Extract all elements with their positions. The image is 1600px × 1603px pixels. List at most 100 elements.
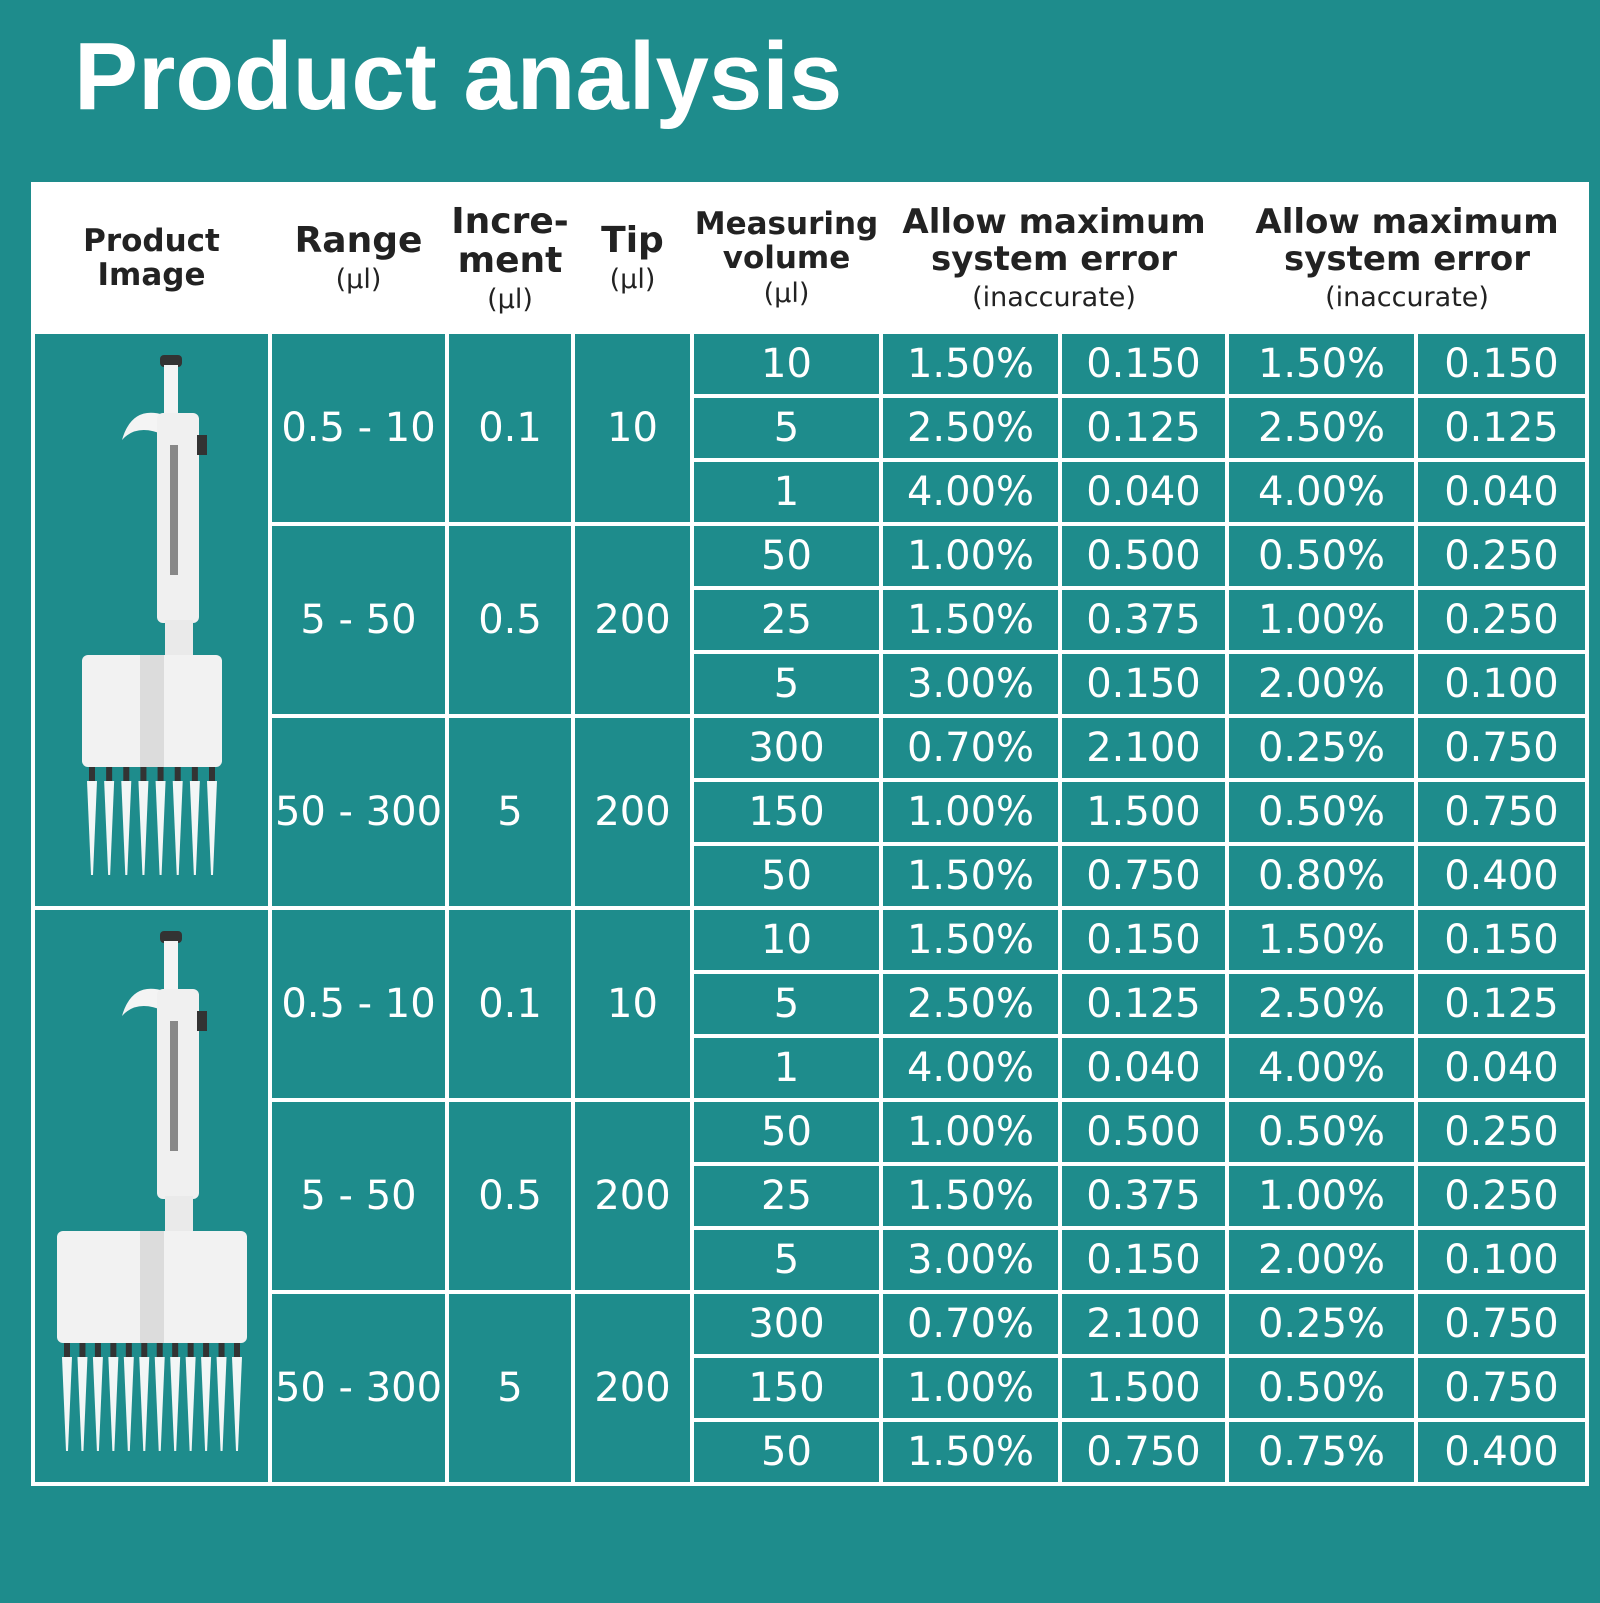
error-cell: 2.50% [1225,394,1418,462]
range-cell: 50 - 300 [268,714,449,910]
increment-cell: 0.1 [445,330,575,526]
table-row: 5 3.00% 0.150 2.00% 0.100 [33,650,1589,718]
pipette-image [81,355,222,875]
volume-cell: 300 [690,714,883,782]
column-header: Incre- ment (μl) [445,182,575,334]
error-cell: 0.750 [1058,842,1229,910]
error-cell: 0.150 [1414,330,1589,398]
header-row: Product Image Range (μl) Incre- ment (μl) Tip… [31,182,1589,334]
range-cell: 0.5 - 10 [268,906,449,1102]
error-cell: 0.70% [879,1290,1062,1358]
error-cell: 0.375 [1058,1162,1229,1230]
table-row: 50 - 300 5 200 300 0.70% 2.100 0.25% 0.750 [33,1290,1589,1486]
table-row: 5 2.50% 0.125 2.50% 0.125 [33,394,1589,462]
range-cell: 5 - 50 [268,1098,449,1294]
error-cell: 0.25% [1225,714,1418,782]
header-unit: (μl) [335,263,382,295]
error-cell: 0.75% [1225,1418,1418,1486]
error-cell: 1.50% [879,1418,1062,1486]
error-cell: 0.25% [1225,1290,1418,1358]
range-cell: 5 - 50 [268,522,449,718]
column-header: Range (μl) [268,182,449,334]
table-row: 0.5 - 10 0.1 10 10 1.50% 0.150 1.50% 0.150 [31,906,1589,1486]
error-cell: 3.00% [879,650,1062,718]
spec-table: Product Image Range (μl) Incre- ment (μl) Tip… [31,182,1589,1486]
tip-cell: 200 [571,522,694,718]
table-row: 150 1.00% 1.500 0.50% 0.750 [33,1354,1589,1422]
table-row: 150 1.00% 1.500 0.50% 0.750 [33,778,1589,846]
volume-cell: 50 [690,1098,883,1166]
range-cell: 0.5 - 10 [268,330,449,526]
increment-cell: 0.5 [445,522,575,718]
error-cell: 4.00% [1225,1034,1418,1102]
error-cell: 0.750 [1414,714,1589,782]
volume-cell: 5 [690,650,883,718]
error-cell: 2.00% [1225,650,1418,718]
error-cell: 0.750 [1058,1418,1229,1486]
volume-cell: 1 [690,458,883,526]
table-row: 50 1.50% 0.750 0.80% 0.400 [33,842,1589,910]
volume-cell: 300 [690,1290,883,1358]
error-cell: 0.50% [1225,1354,1418,1422]
error-cell: 2.100 [1058,714,1229,782]
error-cell: 0.125 [1058,394,1229,462]
tip-cell: 200 [571,714,694,910]
table-row: 1 4.00% 0.040 4.00% 0.040 [33,458,1589,526]
increment-cell: 0.5 [445,1098,575,1294]
error-cell: 1.500 [1058,1354,1229,1422]
error-cell: 2.50% [1225,970,1418,1038]
table-row: 5 2.50% 0.125 2.50% 0.125 [33,970,1589,1038]
error-cell: 0.040 [1414,1034,1589,1102]
increment-cell: 0.1 [445,906,575,1102]
tip-cell: 200 [571,1290,694,1486]
tip-cell: 10 [571,330,694,526]
error-cell: 1.00% [879,778,1062,846]
increment-cell: 5 [445,1290,575,1486]
error-cell: 0.125 [1414,970,1589,1038]
error-cell: 0.040 [1058,1034,1229,1102]
header-unit: (inaccurate) [1325,281,1489,313]
error-cell: 0.040 [1058,458,1229,526]
table-body: 0.5 - 10 0.1 10 10 1.50% 0.150 1.50% 0.150 5 2.50… [31,330,1589,1486]
error-cell: 0.150 [1058,650,1229,718]
header-unit: (μl) [487,283,533,315]
error-cell: 0.750 [1414,1290,1589,1358]
table-row: 50 1.50% 0.750 0.75% 0.400 [33,1418,1589,1486]
increment-cell: 5 [445,714,575,910]
error-cell: 2.50% [879,394,1062,462]
volume-cell: 50 [690,842,883,910]
error-cell: 1.50% [879,1162,1062,1230]
volume-cell: 50 [690,1418,883,1486]
error-cell: 4.00% [879,1034,1062,1102]
error-cell: 1.00% [1225,1162,1418,1230]
header-label: Product Image [83,222,220,293]
table-row: 50 - 300 5 200 300 0.70% 2.100 0.25% 0.750 [33,714,1589,910]
error-cell: 1.50% [879,586,1062,654]
error-cell: 0.150 [1058,906,1229,974]
error-cell: 1.00% [879,1098,1062,1166]
table-row: 1 4.00% 0.040 4.00% 0.040 [33,1034,1589,1102]
error-cell: 1.50% [879,330,1062,398]
volume-cell: 5 [690,1226,883,1294]
error-cell: 4.00% [879,458,1062,526]
page-title: Product analysis [74,23,843,130]
error-cell: 2.100 [1058,1290,1229,1358]
error-cell: 0.100 [1414,1226,1589,1294]
error-cell: 0.50% [1225,522,1418,590]
header-label: Measuring volume [694,206,879,277]
tip-cell: 200 [571,1098,694,1294]
error-cell: 0.400 [1414,842,1589,910]
column-header: Product Image [31,182,272,334]
error-cell: 0.250 [1414,1098,1589,1166]
error-cell: 0.750 [1414,1354,1589,1422]
column-header: Measuring volume (μl) [690,182,883,334]
error-cell: 0.150 [1058,330,1229,398]
header-unit: (μl) [609,263,656,295]
error-cell: 0.50% [1225,778,1418,846]
error-cell: 2.50% [879,970,1062,1038]
header-label: Allow maximum system error [1255,201,1559,280]
volume-cell: 50 [690,522,883,590]
error-cell: 1.50% [879,906,1062,974]
table-row: 25 1.50% 0.375 1.00% 0.250 [33,1162,1589,1230]
